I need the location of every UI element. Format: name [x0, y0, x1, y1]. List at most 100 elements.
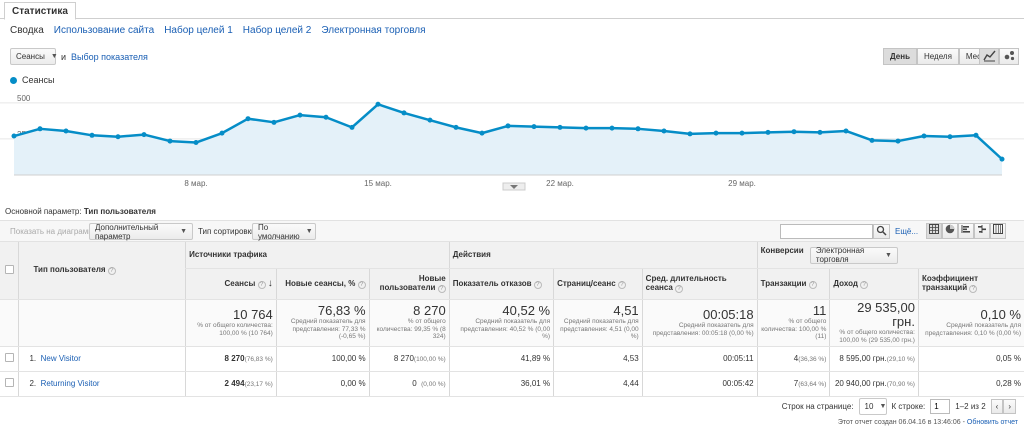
total-new-users: 8 270 — [413, 303, 446, 319]
data-point — [557, 124, 563, 130]
total-new-sessions-cell: 76,83 % Средний показатель для представле… — [275, 299, 370, 347]
data-point — [635, 126, 641, 132]
report-timestamp: Этот отчет создан 06.04.16 в 13:46:06 - … — [838, 419, 1018, 426]
data-point — [791, 129, 797, 135]
prev-page-button[interactable]: ‹ — [990, 399, 1004, 414]
col-pages-header[interactable]: Страниц/сеанс ? — [553, 268, 643, 300]
col-new-sessions-header[interactable]: Новые сеансы, % ? — [275, 268, 370, 300]
total-conv-rate-sub: Средний показатель для представления: 0,… — [925, 322, 1021, 337]
row-transactions-pct: (36,36 %) — [798, 356, 827, 363]
pivot-view-button[interactable] — [990, 223, 1006, 239]
goto-row-label: К строке: — [891, 402, 926, 411]
total-conv-rate-cell: 0,10 % Средний показатель для представлен… — [917, 299, 1024, 347]
row-transactions: 4 — [793, 354, 799, 363]
data-point — [323, 114, 329, 120]
row-sessions-pct: (23,17 %) — [244, 381, 273, 388]
total-sessions: 10 764 — [233, 307, 273, 322]
data-point — [895, 138, 901, 144]
motion-chart-button[interactable] — [999, 48, 1019, 65]
help-icon[interactable]: ? — [675, 285, 684, 293]
select-all-checkbox[interactable] — [5, 264, 14, 274]
help-icon[interactable]: ? — [969, 285, 978, 293]
advanced-filter-link[interactable]: Ещё... — [895, 227, 919, 236]
subnav-summary[interactable]: Сводка — [10, 25, 44, 36]
sort-type-label: Тип сортировки: — [198, 227, 258, 236]
data-table: Тип пользователя ? Источники трафика Дей… — [0, 242, 1024, 397]
row-new-users-cell: 0 (0,00 %) — [368, 371, 450, 397]
row-dimension-link[interactable]: Returning Visitor — [40, 379, 100, 388]
help-icon[interactable]: ? — [808, 280, 817, 289]
row-pages: 4,53 — [553, 346, 643, 372]
plot-rows-button[interactable]: Показать на диаграмме — [10, 227, 99, 236]
row-checkbox[interactable] — [5, 353, 14, 362]
metric-select[interactable]: Сеансы ▼ — [10, 48, 58, 65]
col-duration-header[interactable]: Сред. длительность сеанса ? — [641, 268, 758, 300]
refresh-report-link[interactable]: Обновить отчет — [966, 419, 1018, 426]
sort-type-select[interactable]: По умолчанию ▼ — [252, 223, 316, 241]
primary-dimension-value[interactable]: Тип пользователя — [83, 207, 156, 216]
rows-per-page-select[interactable]: 10 ▼ — [858, 398, 887, 415]
total-new-users-cell: 8 270% от общего количества: 99,35 % (8 … — [368, 299, 450, 347]
total-new-sessions-sub: Средний показатель для представления: 77… — [290, 318, 366, 341]
conversion-type-select[interactable]: Электронная торговля ▼ — [809, 246, 898, 264]
subnav-ecommerce[interactable]: Электронная торговля — [321, 25, 426, 36]
row-number: 1. — [29, 354, 37, 363]
help-icon[interactable]: ? — [617, 280, 626, 289]
dimension-header[interactable]: Тип пользователя ? — [18, 242, 186, 300]
col-transactions-header[interactable]: Транзакции ? — [756, 268, 830, 300]
subnav-site-usage[interactable]: Использование сайта — [53, 25, 155, 36]
help-icon[interactable]: ? — [860, 280, 869, 289]
metric-controls: Сеансы ▼ и Выбор показателя — [10, 48, 148, 65]
help-icon[interactable]: ? — [257, 281, 266, 289]
data-point — [11, 133, 17, 139]
table-search-input[interactable] — [780, 224, 873, 239]
secondary-dimension-select[interactable]: Дополнительный параметр ▼ — [89, 223, 193, 241]
top-tab-bar: Статистика — [0, 0, 1024, 20]
subnav-goal-set-2[interactable]: Набор целей 2 — [242, 25, 312, 36]
data-point — [609, 125, 615, 131]
col-bounce-header[interactable]: Показатель отказов ? — [448, 268, 554, 300]
chevron-down-icon: ▼ — [305, 228, 313, 235]
day-button[interactable]: День — [883, 48, 917, 65]
col-sessions-header[interactable]: Сеансы ? ↓ — [185, 268, 277, 300]
performance-view-button[interactable] — [958, 223, 974, 239]
comparison-view-button[interactable] — [974, 223, 990, 239]
week-button[interactable]: Неделя — [917, 48, 959, 65]
data-point — [63, 128, 69, 134]
search-button[interactable] — [873, 224, 890, 239]
and-label: и — [61, 51, 67, 62]
data-point — [921, 133, 927, 139]
dimension-header-label: Тип пользователя — [33, 265, 106, 275]
col-new-users-header[interactable]: Новые пользователи ? — [368, 268, 450, 300]
next-page-button[interactable]: › — [1003, 399, 1016, 414]
chevron-down-icon: ▼ — [884, 251, 892, 259]
choose-metric-link[interactable]: Выбор показателя — [71, 51, 148, 62]
data-point — [401, 110, 407, 116]
data-point — [245, 116, 251, 122]
row-checkbox[interactable] — [5, 378, 14, 387]
col-conv-rate-header[interactable]: Коэффициент транзакций ? — [917, 268, 1024, 300]
help-icon[interactable]: ? — [533, 280, 542, 289]
conversions-label: Конверсии — [760, 246, 804, 255]
help-icon[interactable]: ? — [437, 285, 446, 293]
rows-per-page-value: 10 — [864, 402, 874, 411]
row-new-users-pct: (0,00 %) — [421, 381, 446, 388]
goto-row-input[interactable] — [930, 399, 951, 414]
select-all-cell — [0, 242, 19, 300]
pie-view-button[interactable] — [942, 223, 958, 239]
table-toolbar: Показать на диаграмме Дополнительный пар… — [0, 220, 1024, 242]
tab-statistics[interactable]: Статистика — [4, 2, 76, 20]
conversion-type-value: Электронная торговля — [815, 246, 865, 264]
row-sessions-pct: (76,83 %) — [244, 356, 273, 363]
help-icon[interactable]: ? — [357, 280, 366, 289]
subnav-goal-set-1[interactable]: Набор целей 1 — [164, 25, 233, 36]
table-view-button[interactable] — [926, 223, 942, 239]
col-revenue-header[interactable]: Доход ? — [829, 268, 919, 300]
row-dimension-link[interactable]: New Visitor — [40, 354, 81, 363]
chevron-down-icon: ▼ — [180, 228, 187, 235]
line-chart-button[interactable] — [979, 48, 999, 65]
page-range: 1–2 из 2 — [955, 402, 986, 411]
row-select-cell — [0, 371, 19, 397]
help-icon[interactable]: ? — [107, 267, 116, 276]
totals-row: 10 764% от общего количества: 100,00 % (… — [0, 299, 1024, 347]
